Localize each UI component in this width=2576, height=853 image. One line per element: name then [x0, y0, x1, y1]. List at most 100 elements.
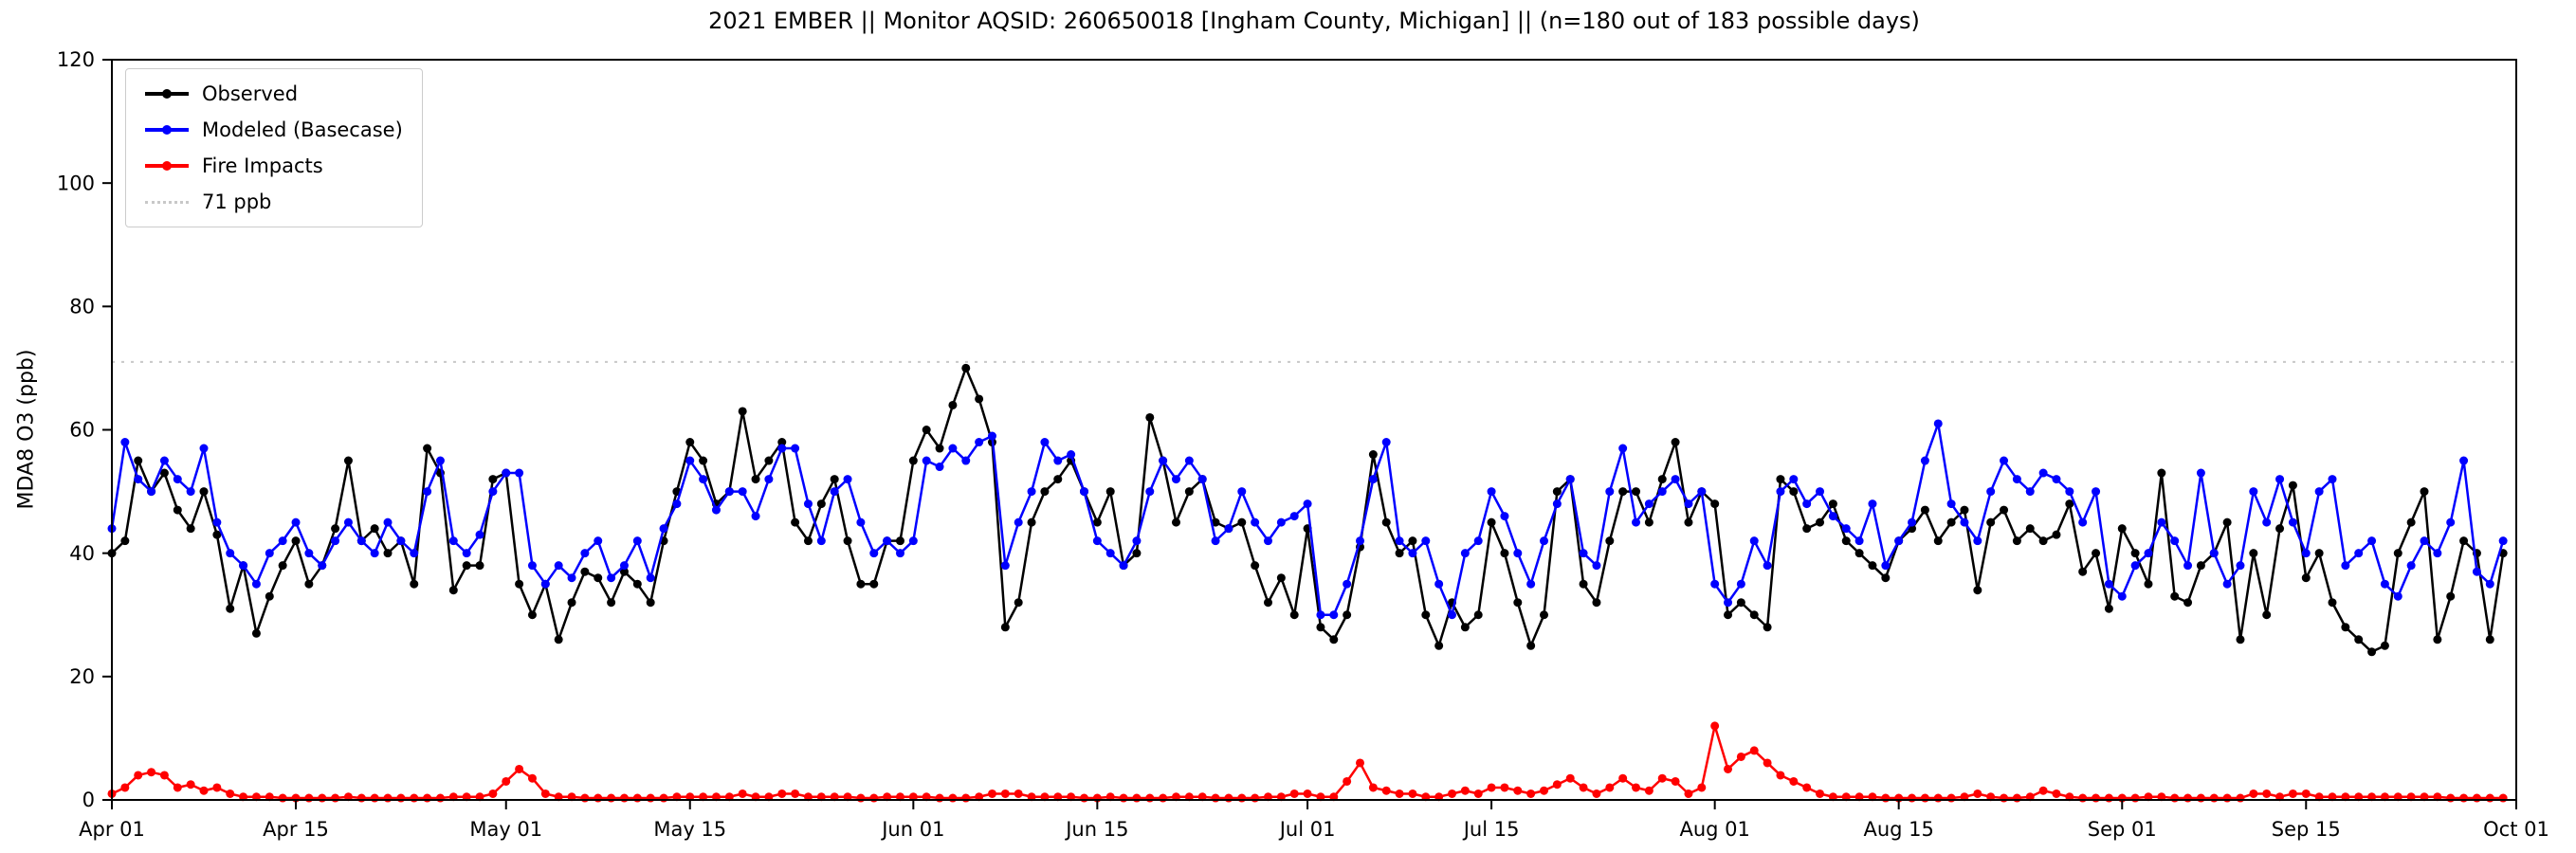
x-tick-label: May 01 — [469, 818, 542, 841]
data-point-modeled-basecase — [2170, 536, 2180, 546]
legend-sample-observed — [145, 89, 189, 99]
data-point-modeled-basecase — [1644, 499, 1653, 509]
legend-sample-71-ppb — [145, 200, 189, 204]
data-point-modeled-basecase — [869, 549, 879, 558]
data-point-modeled-basecase — [2236, 561, 2245, 571]
data-point-observed — [2433, 635, 2442, 644]
data-point-modeled-basecase — [1237, 487, 1247, 497]
data-point-modeled-basecase — [1841, 524, 1851, 534]
data-point-modeled-basecase — [2025, 487, 2035, 497]
data-point-modeled-basecase — [1710, 579, 1720, 589]
data-point-modeled-basecase — [2393, 591, 2402, 601]
data-point-fire-impacts — [2354, 792, 2364, 802]
data-point-fire-impacts — [1736, 752, 1745, 761]
data-point-fire-impacts — [2236, 793, 2245, 803]
data-point-observed — [554, 635, 563, 644]
data-point-fire-impacts — [1500, 783, 1509, 792]
data-point-observed — [2183, 598, 2193, 608]
data-point-observed — [2038, 536, 2048, 546]
data-point-modeled-basecase — [2420, 536, 2429, 546]
data-point-modeled-basecase — [343, 517, 353, 527]
data-point-fire-impacts — [2275, 792, 2285, 802]
data-point-observed — [383, 549, 393, 558]
data-point-fire-impacts — [2170, 793, 2180, 803]
data-point-modeled-basecase — [2130, 561, 2140, 571]
data-point-modeled-basecase — [672, 499, 682, 509]
data-point-observed — [738, 407, 747, 416]
data-point-modeled-basecase — [1145, 487, 1155, 497]
x-tick-label: Jul 01 — [1278, 818, 1336, 841]
x-tick-label: Jun 15 — [1064, 818, 1128, 841]
data-point-observed — [2341, 623, 2350, 632]
data-point-fire-impacts — [1605, 783, 1615, 792]
data-point-fire-impacts — [448, 792, 458, 802]
data-point-modeled-basecase — [659, 524, 668, 534]
data-point-modeled-basecase — [2275, 475, 2285, 484]
data-point-modeled-basecase — [2078, 517, 2088, 527]
data-point-fire-impacts — [1303, 789, 1312, 798]
chart-title: 2021 EMBER || Monitor AQSID: 260650018 [… — [708, 8, 1920, 34]
data-point-fire-impacts — [2328, 792, 2337, 802]
data-point-modeled-basecase — [1119, 561, 1128, 571]
data-point-fire-impacts — [1460, 786, 1470, 795]
data-point-modeled-basecase — [1565, 475, 1575, 484]
data-point-modeled-basecase — [1381, 438, 1391, 447]
data-point-modeled-basecase — [1540, 536, 1549, 546]
data-point-observed — [1592, 598, 1601, 608]
data-point-modeled-basecase — [594, 536, 603, 546]
data-point-fire-impacts — [594, 793, 603, 803]
data-point-observed — [2420, 487, 2429, 497]
data-point-fire-impacts — [2196, 793, 2205, 803]
data-point-modeled-basecase — [239, 561, 248, 571]
data-point-observed — [2262, 610, 2272, 620]
data-point-fire-impacts — [1197, 792, 1207, 802]
data-point-observed — [1579, 579, 1588, 589]
y-tick-label: 40 — [69, 542, 95, 565]
data-point-modeled-basecase — [265, 549, 274, 558]
data-point-fire-impacts — [1000, 789, 1010, 798]
data-point-fire-impacts — [554, 792, 563, 802]
series-line-modeled-basecase — [110, 422, 2505, 616]
data-point-modeled-basecase — [1671, 475, 1680, 484]
data-point-modeled-basecase — [1657, 487, 1667, 497]
data-point-modeled-basecase — [1224, 524, 1233, 534]
data-point-observed — [527, 610, 537, 620]
data-point-modeled-basecase — [1854, 536, 1864, 546]
data-point-observed — [646, 598, 655, 608]
data-point-observed — [2288, 481, 2297, 490]
data-point-fire-impacts — [2341, 792, 2350, 802]
data-point-observed — [1368, 450, 1378, 460]
data-point-fire-impacts — [199, 786, 209, 795]
data-point-fire-impacts — [515, 764, 524, 773]
data-point-observed — [1421, 610, 1431, 620]
data-point-fire-impacts — [1697, 783, 1707, 792]
data-point-modeled-basecase — [1329, 610, 1339, 620]
data-point-modeled-basecase — [2406, 561, 2416, 571]
data-point-fire-impacts — [383, 793, 393, 803]
y-tick-label: 20 — [69, 665, 95, 688]
data-point-modeled-basecase — [554, 561, 563, 571]
data-point-modeled-basecase — [948, 444, 958, 453]
data-point-modeled-basecase — [251, 579, 261, 589]
data-point-observed — [186, 524, 195, 534]
x-tick-label: Jun 01 — [880, 818, 944, 841]
plot-border — [111, 59, 2517, 801]
data-point-modeled-basecase — [423, 487, 432, 497]
data-point-fire-impacts — [803, 792, 813, 802]
data-point-fire-impacts — [1868, 792, 1877, 802]
data-point-modeled-basecase — [1816, 487, 1825, 497]
data-point-fire-impacts — [370, 793, 379, 803]
data-point-modeled-basecase — [856, 517, 866, 527]
data-point-fire-impacts — [724, 792, 734, 802]
data-point-modeled-basecase — [134, 475, 143, 484]
data-point-modeled-basecase — [791, 444, 800, 453]
data-point-modeled-basecase — [331, 536, 340, 546]
data-point-modeled-basecase — [2012, 475, 2021, 484]
data-point-observed — [975, 394, 984, 404]
data-point-observed — [265, 591, 274, 601]
data-point-fire-impacts — [659, 793, 668, 803]
legend-marker-modeled-basecase — [162, 125, 172, 135]
data-point-observed — [1763, 623, 1772, 632]
data-point-modeled-basecase — [1946, 499, 1956, 509]
